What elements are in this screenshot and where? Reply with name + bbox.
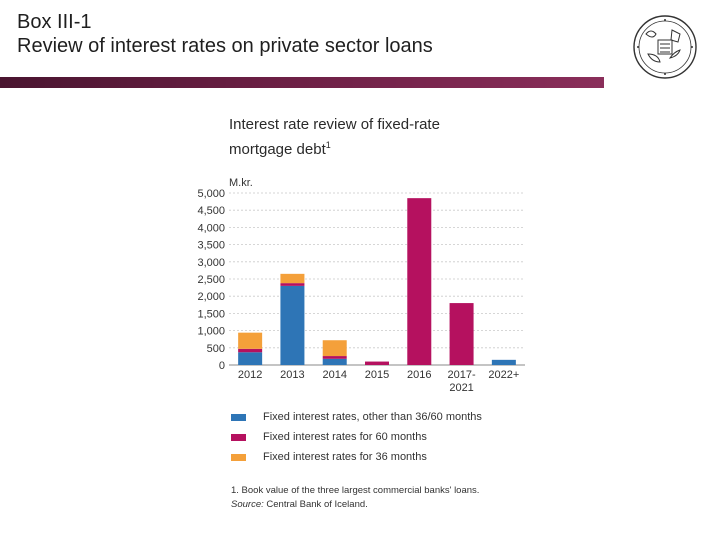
bar-segment-2013-series-2 — [280, 273, 305, 284]
bar-series — [238, 198, 516, 365]
bar-segment-2012-series-2 — [238, 332, 263, 349]
title-rule — [0, 77, 604, 88]
chart-title: Interest rate review of fixed-rate mortg… — [229, 115, 529, 160]
y-tick-label: 3,500 — [197, 240, 225, 252]
legend-item: Fixed interest rates for 60 months — [231, 427, 482, 447]
chart-title-line2: mortgage debt1 — [229, 140, 331, 158]
bar-segment-2017-2021-series-1 — [449, 303, 474, 365]
x-tick-label: 2013 — [280, 369, 304, 381]
y-tick-label: 1,000 — [197, 326, 225, 338]
footnote-source: Source: Central Bank of Iceland. — [231, 498, 479, 512]
chart-legend: Fixed interest rates, other than 36/60 m… — [231, 407, 482, 467]
legend-item: Fixed interest rates for 36 months — [231, 447, 482, 467]
bar-segment-2012-series-1 — [238, 348, 263, 353]
legend-label: Fixed interest rates for 60 months — [263, 431, 427, 443]
bar-segment-2012-series-0 — [238, 352, 263, 365]
x-tick-label: 2022+ — [488, 369, 519, 381]
y-tick-label: 0 — [219, 360, 225, 372]
y-tick-label: 2,500 — [197, 274, 225, 286]
x-tick-label: 2021 — [449, 382, 473, 394]
footnote-note: 1. Book value of the three largest comme… — [231, 485, 480, 496]
x-tick-label: 2015 — [365, 369, 389, 381]
bar-segment-2013-series-1 — [280, 283, 305, 286]
bar-segment-2014-series-0 — [322, 358, 347, 365]
bar-segment-2014-series-2 — [322, 340, 347, 357]
source-label: Source: — [231, 499, 264, 510]
x-tick-label: 2016 — [407, 369, 431, 381]
y-tick-label: 1,500 — [197, 308, 225, 320]
y-tick-label: 5,000 — [197, 188, 225, 200]
legend-swatch — [231, 453, 246, 461]
bar-segment-2015-series-1 — [365, 361, 389, 365]
central-bank-seal-icon — [633, 15, 697, 79]
slide-title-line2: Review of interest rates on private sect… — [17, 35, 433, 57]
x-tick-label: 2014 — [322, 369, 346, 381]
legend-swatch — [231, 433, 246, 441]
legend-item: Fixed interest rates, other than 36/60 m… — [231, 407, 482, 427]
bar-segment-2022+-series-0 — [491, 359, 516, 365]
chart-title-line1: Interest rate review of fixed-rate — [229, 116, 440, 133]
bar-segment-2016-series-1 — [407, 198, 432, 365]
source-text: Central Bank of Iceland. — [263, 499, 368, 510]
x-axis-tick-labels: 2012 2013 2014 2015 2016 2017-2021 2022+ — [238, 369, 519, 394]
slide-title: Box III-1 Review of interest rates on pr… — [17, 10, 433, 58]
x-tick-label: 2012 — [238, 369, 262, 381]
y-tick-label: 2,000 — [197, 291, 225, 303]
bar-segment-2013-series-0 — [280, 285, 305, 365]
slide-title-line1: Box III-1 — [17, 11, 92, 33]
y-axis-unit-label: M.kr. — [229, 177, 253, 189]
legend-label: Fixed interest rates, other than 36/60 m… — [263, 411, 482, 423]
y-axis-tick-labels: 0 500 1,000 1,500 2,000 2,500 3,000 3,500 4,000 4… — [197, 188, 225, 372]
legend-label: Fixed interest rates for 36 months — [263, 451, 427, 463]
chart-footnote: 1. Book value of the three largest comme… — [231, 484, 479, 512]
chart-title-footnote-marker: 1 — [325, 140, 331, 150]
y-tick-label: 4,500 — [197, 205, 225, 217]
x-tick-label: 2017- — [448, 369, 476, 381]
y-tick-label: 3,000 — [197, 257, 225, 269]
legend-swatch — [231, 413, 246, 421]
y-tick-label: 500 — [207, 343, 225, 355]
grid-lines — [229, 192, 525, 366]
y-tick-label: 4,000 — [197, 222, 225, 234]
bar-segment-2014-series-1 — [322, 356, 347, 359]
